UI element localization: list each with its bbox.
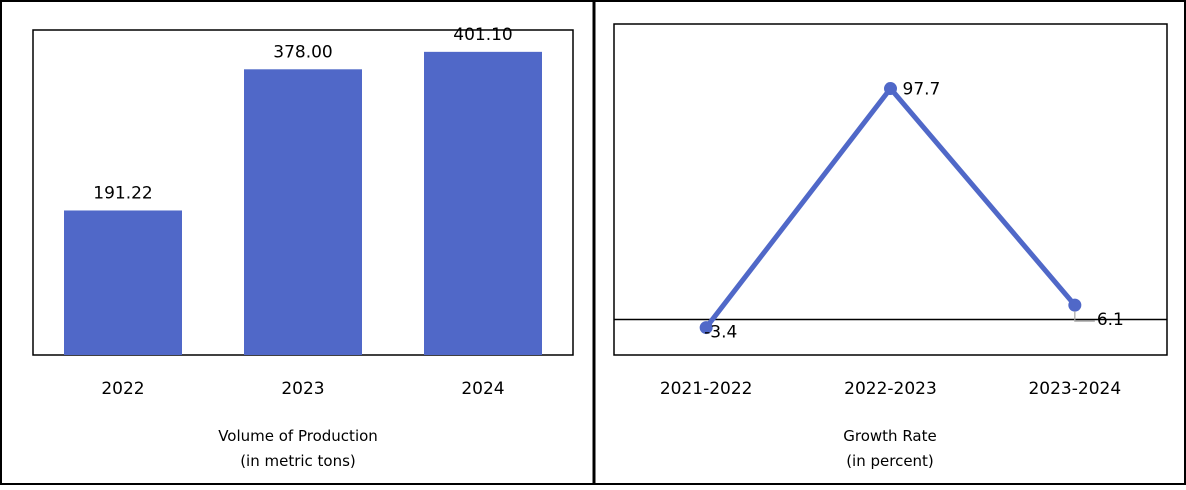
bar-value-label-2024: 401.10 [453, 25, 512, 45]
line-caption-line-2: (in percent) [846, 452, 934, 470]
bar-2023 [244, 69, 362, 356]
x-tick-2023: 2023 [281, 379, 324, 399]
line-plot-area [613, 23, 1168, 356]
bar-caption-line-2: (in metric tons) [240, 452, 356, 470]
x-tick-2024: 2024 [461, 379, 504, 399]
x-tick-2022: 2022 [101, 379, 144, 399]
point-2021-2022 [699, 321, 713, 335]
bar-chart-panel: Volume of Production (in metric tons) 19… [32, 25, 574, 470]
x-tick-2022-2023: 2022-2023 [844, 379, 937, 399]
point-value-label-2021-2022: -3.4 [704, 323, 737, 343]
bar-value-label-2023: 378.00 [273, 42, 332, 62]
point-value-label-2023-2024: 6.1 [1097, 310, 1124, 330]
point-value-label-2022-2023: 97.7 [903, 80, 941, 100]
point-2022-2023 [884, 82, 897, 96]
bar-caption-line-1: Volume of Production [218, 427, 378, 445]
x-tick-2023-2024: 2023-2024 [1028, 379, 1121, 399]
line-caption-line-1: Growth Rate [843, 427, 936, 445]
leader-line-2023-2024 [1074, 311, 1095, 322]
bar-2022 [64, 210, 182, 355]
bar-value-label-2022: 191.22 [93, 183, 152, 203]
growth-rate-line [704, 86, 1077, 330]
bar-2024 [424, 51, 542, 356]
x-tick-2021-2022: 2021-2022 [660, 379, 753, 399]
line-chart-panel: Growth Rate (in percent) -3.4 2021-2022 97… [613, 23, 1168, 470]
point-2023-2024 [1068, 298, 1082, 312]
